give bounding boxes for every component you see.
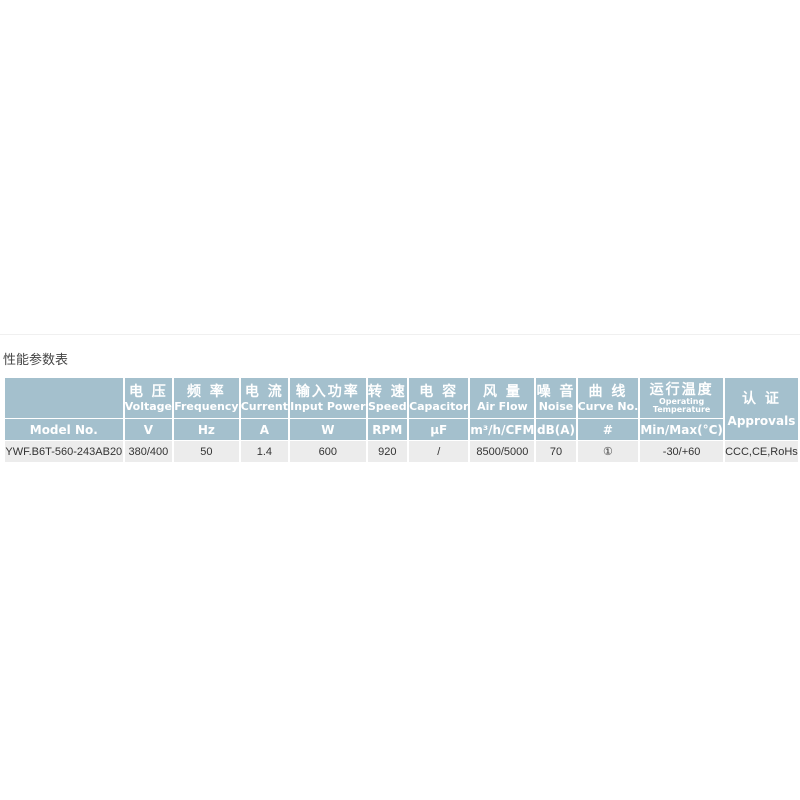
- data-cell: 600: [290, 441, 366, 462]
- header-en: Curve No.: [577, 399, 639, 413]
- header-cell: 电 压 Voltage: [124, 378, 173, 418]
- header-cn: 噪 音: [536, 383, 576, 400]
- data-cell: -30/+60: [640, 441, 723, 462]
- header-cn: 运行温度: [649, 382, 714, 398]
- unit-cell: Model No.: [5, 419, 123, 440]
- header-cn: 电 流: [244, 383, 284, 400]
- header-cn: 认 证: [742, 390, 781, 407]
- header-cell: 电 容 Capacitor: [409, 378, 469, 418]
- unit-cell: #: [577, 419, 639, 440]
- header-en: Air Flow: [477, 399, 528, 413]
- unit-cell: m³/h/CFM: [470, 419, 535, 440]
- unit-cell: RPM: [367, 419, 408, 440]
- header-cn: 风 量: [482, 383, 522, 400]
- header-cell: 运行温度 Operating Temperature: [640, 378, 723, 418]
- unit-cell: V: [124, 419, 173, 440]
- data-cell: 920: [367, 441, 408, 462]
- header-en: Voltage: [124, 399, 173, 413]
- header-cn: 转 速: [367, 383, 407, 400]
- header-cn: 曲 线: [588, 383, 628, 400]
- header-en: Speed: [367, 399, 407, 413]
- data-cell: 380/400: [124, 441, 173, 462]
- header-cn: 输入功率: [295, 383, 360, 400]
- header-cell: 频 率 Frequency: [174, 378, 239, 418]
- unit-cell: A: [240, 419, 289, 440]
- unit-cell: Min/Max(°C): [640, 419, 723, 440]
- data-cell: 70: [536, 441, 576, 462]
- section-title: 性能参数表: [3, 353, 69, 368]
- data-cell: CCC,CE,RoHs: [724, 441, 798, 462]
- unit-cell: W: [290, 419, 366, 440]
- header-cell: 曲 线 Curve No.: [577, 378, 639, 418]
- header-cell: 噪 音 Noise: [536, 378, 576, 418]
- unit-cell: Hz: [174, 419, 239, 440]
- data-cell: 8500/5000: [470, 441, 535, 462]
- header-en: Noise: [538, 399, 574, 413]
- header-en: Operating Temperature: [652, 397, 711, 414]
- performance-table: 电 压 Voltage 频 率 Frequency 电 流 Current 输入功率 Inpu…: [3, 377, 800, 463]
- header-cn: 电 容: [419, 383, 459, 400]
- unit-cell: dB(A): [536, 419, 576, 440]
- header-cn: 电 压: [128, 383, 168, 400]
- header-en: Input Power: [290, 399, 366, 413]
- header-cell: 电 流 Current: [240, 378, 289, 418]
- header-cell: 风 量 Air Flow: [470, 378, 535, 418]
- header-en: Current: [240, 399, 288, 413]
- data-cell: /: [409, 441, 469, 462]
- header-cell: 转 速 Speed: [367, 378, 408, 418]
- header-approvals: 认 证 Approvals: [724, 378, 798, 440]
- data-cell: ①: [577, 441, 639, 462]
- data-cell: 1.4: [240, 441, 289, 462]
- header-cn: 频 率: [186, 383, 226, 400]
- divider: [0, 334, 800, 335]
- header-en: Approvals: [727, 413, 796, 428]
- unit-cell: μF: [409, 419, 469, 440]
- header-cell: 输入功率 Input Power: [290, 378, 366, 418]
- header-en: Capacitor: [409, 399, 469, 413]
- header-blank: [5, 378, 123, 418]
- data-cell: 50: [174, 441, 239, 462]
- data-cell: YWF.B6T-560-243AB20: [5, 441, 123, 462]
- header-en: Frequency: [174, 399, 239, 413]
